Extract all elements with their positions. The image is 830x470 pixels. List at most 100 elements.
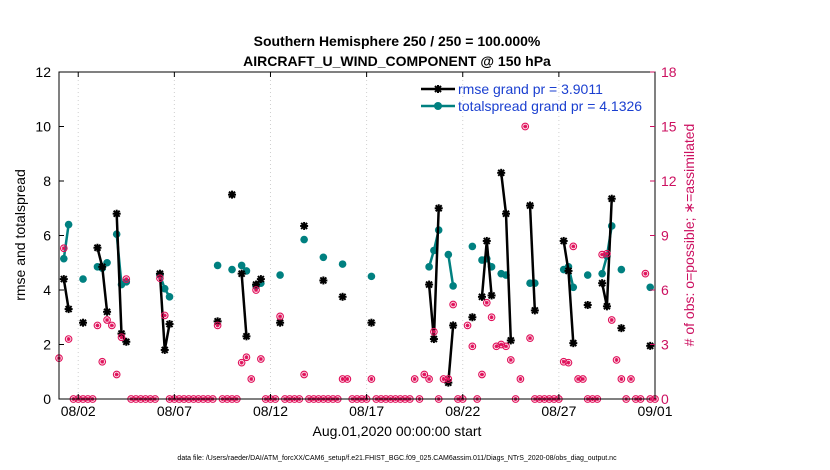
spread-point xyxy=(160,284,169,293)
obs-count-point xyxy=(59,244,68,253)
obs-count-point xyxy=(506,356,515,364)
obs-count-point xyxy=(627,375,635,383)
spread-point xyxy=(319,253,328,262)
rmse-point xyxy=(506,336,515,345)
rmse-point xyxy=(607,194,616,203)
obs-count-point xyxy=(478,370,486,379)
rmse-line xyxy=(447,325,455,383)
right-tick-label: 3 xyxy=(661,337,669,353)
obs-count-point xyxy=(242,353,251,362)
rmse-point xyxy=(93,243,102,252)
legend-spread-label: totalspread grand pr = 4.1326 xyxy=(458,98,642,114)
rmse-line xyxy=(62,278,70,310)
spread-point xyxy=(449,282,457,290)
obs-count-point xyxy=(482,298,491,307)
obs-count-point xyxy=(564,358,573,367)
rmse-point xyxy=(59,275,68,284)
left-axis-label: rmse and totalspread xyxy=(12,169,28,301)
spread-line xyxy=(447,254,455,287)
rmse-point xyxy=(468,313,477,322)
obs-count-point xyxy=(237,358,246,367)
obs-count-point xyxy=(103,316,111,324)
left-tick-label: 4 xyxy=(43,282,51,298)
right-tick-label: 18 xyxy=(661,64,677,80)
x-tick-label: 08/02 xyxy=(61,403,96,419)
obs-count-point xyxy=(521,122,530,131)
x-tick-label: 08/17 xyxy=(349,403,384,419)
obs-count-point xyxy=(160,311,169,320)
rmse-point xyxy=(228,190,237,199)
legend-rmse-marker xyxy=(434,85,442,93)
chart-subtitle: AIRCRAFT_U_WIND_COMPONENT @ 150 hPa xyxy=(243,53,551,69)
rmse-point xyxy=(449,321,458,330)
obs-count-point xyxy=(487,313,496,322)
rmse-point xyxy=(530,306,539,315)
x-axis-label: Aug.01,2020 00:00:00 start xyxy=(313,423,482,439)
spread-point xyxy=(122,278,131,286)
rmse-point xyxy=(98,262,107,271)
obs-count-point xyxy=(257,355,265,363)
legend-spread-marker xyxy=(434,102,442,110)
rmse-line xyxy=(96,247,109,312)
rmse-series xyxy=(59,168,655,387)
spread-point xyxy=(165,293,174,301)
obs-count-point xyxy=(463,321,472,330)
rmse-point xyxy=(526,201,535,210)
obs-count-point xyxy=(449,300,457,309)
rmse-point xyxy=(502,209,510,218)
rmse-point xyxy=(602,302,611,311)
right-tick-label: 6 xyxy=(661,282,669,298)
totalspread-series xyxy=(60,220,654,301)
rmse-point xyxy=(559,236,568,245)
spread-point xyxy=(213,261,222,270)
spread-line xyxy=(62,224,70,259)
legend: rmse grand pr = 3.9011 totalspread grand… xyxy=(421,81,642,114)
left-tick-label: 8 xyxy=(43,173,51,189)
obs-count-point xyxy=(497,340,506,349)
spread-point xyxy=(64,220,73,229)
rmse-line xyxy=(562,240,575,344)
obs-count-point xyxy=(276,312,284,321)
obs-count-point xyxy=(213,321,222,330)
rmse-point xyxy=(122,337,131,346)
spread-point xyxy=(430,246,438,255)
rmse-point xyxy=(237,269,246,278)
spread-point xyxy=(237,261,246,270)
spread-point xyxy=(79,275,87,283)
chart-title: Southern Hemisphere 250 / 250 = 100.000% xyxy=(254,33,541,49)
x-tick-label: 08/22 xyxy=(445,403,480,419)
left-tick-label: 0 xyxy=(43,391,51,407)
rmse-point xyxy=(79,318,88,327)
obs-count-point xyxy=(607,316,616,324)
plot-frame xyxy=(58,71,656,400)
rmse-point xyxy=(569,339,578,348)
obs-count-point xyxy=(641,269,650,278)
x-tick-label: 08/12 xyxy=(253,403,288,419)
right-axis-label: # of obs: o=possible; ∗=assimilated xyxy=(681,124,697,347)
obs-count-point xyxy=(420,370,429,379)
rmse-point xyxy=(477,292,486,301)
rmse-point xyxy=(487,291,496,300)
rmse-point xyxy=(112,209,121,218)
rmse-point xyxy=(300,221,309,230)
rmse-point xyxy=(598,279,607,288)
spread-point xyxy=(60,254,68,263)
obs-count-point xyxy=(98,357,107,366)
obs-count-point xyxy=(617,375,626,383)
obs-count-point xyxy=(117,333,126,342)
rmse-point xyxy=(319,276,328,285)
spread-point xyxy=(598,269,606,278)
obs-count-point xyxy=(502,342,510,351)
rmse-line xyxy=(427,208,440,341)
legend-rmse-label: rmse grand pr = 3.9011 xyxy=(458,81,603,97)
spread-point xyxy=(300,235,308,244)
right-axis-ticks: 0 3 6 9 12 15 18 xyxy=(650,64,677,407)
rmse-line xyxy=(240,273,248,337)
spread-point xyxy=(569,283,578,292)
rmse-point xyxy=(103,307,112,316)
rmse-point xyxy=(338,292,347,301)
obs-count-point xyxy=(64,335,73,343)
obs-count-point xyxy=(343,375,352,383)
obs-count-point xyxy=(108,321,116,330)
